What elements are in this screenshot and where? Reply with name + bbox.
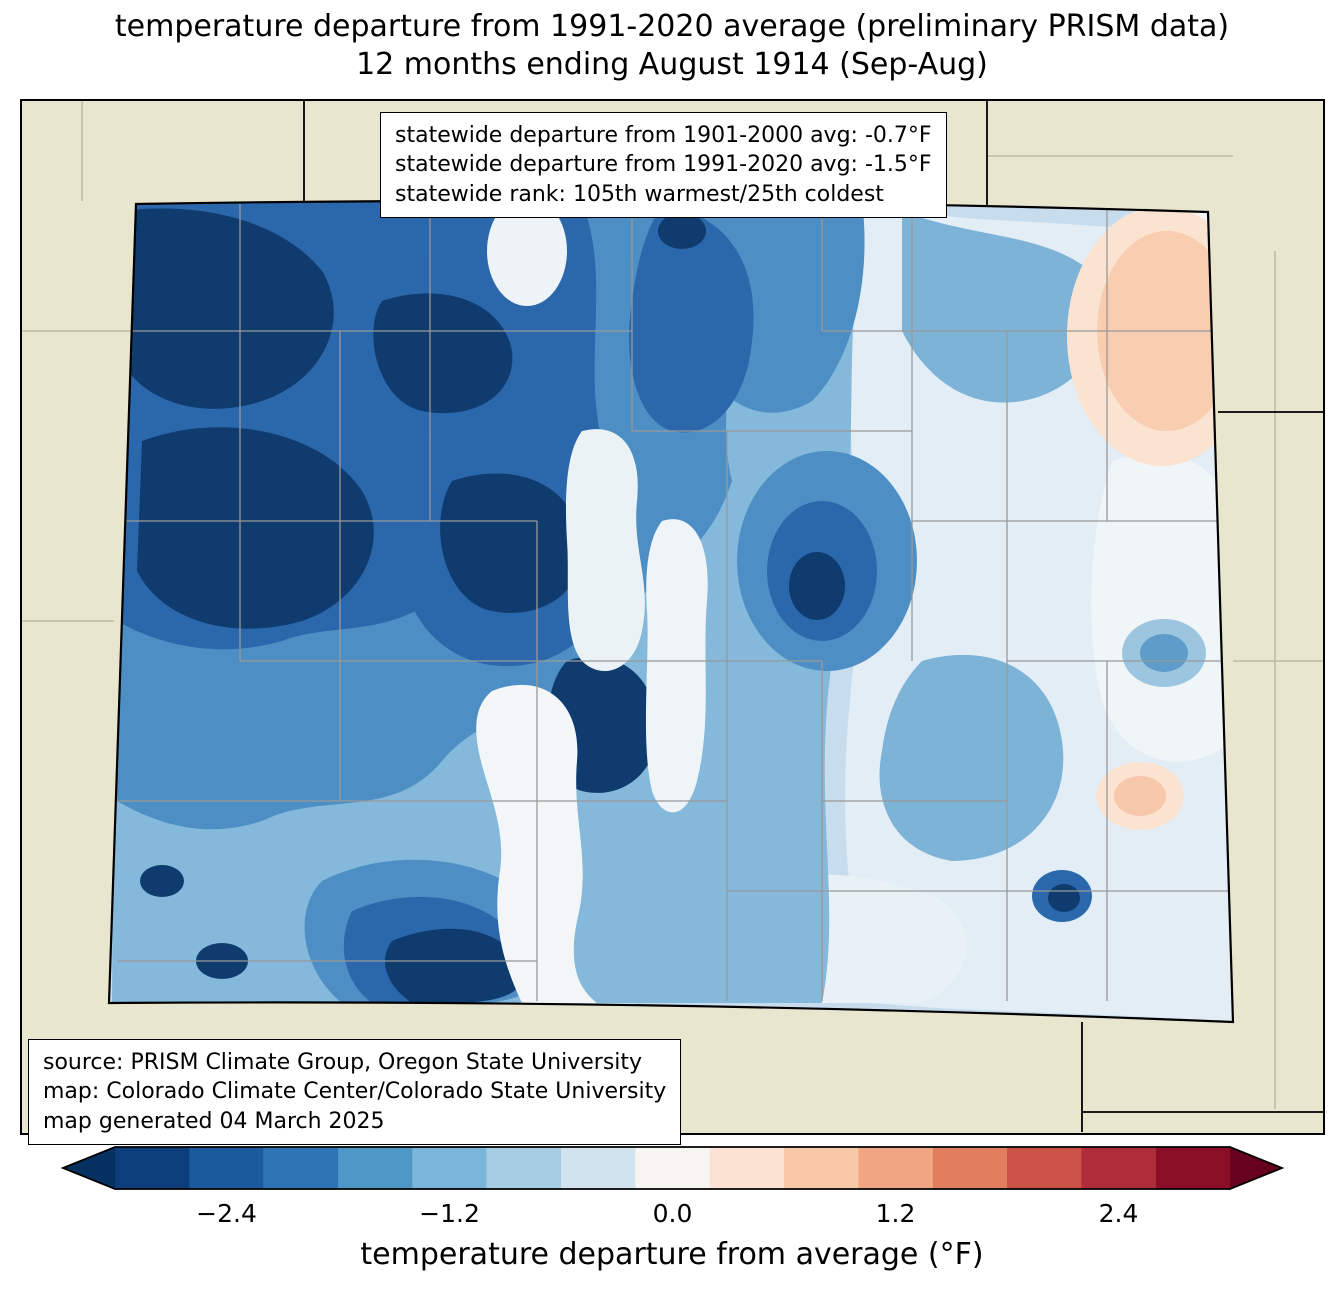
colorbar-bin: [412, 1147, 487, 1189]
stats-line-2: statewide departure from 1991-2020 avg: …: [395, 152, 932, 178]
colorbar-outline: [60, 1146, 1285, 1190]
colorbar-bin: [932, 1147, 1008, 1189]
colorbar-bin: [189, 1147, 264, 1189]
colorbar-right-arrow: [1230, 1147, 1282, 1189]
colorbar-left-arrow: [63, 1147, 115, 1189]
tick-label: 2.4: [1098, 1199, 1139, 1228]
north-central-colder-patch: [628, 206, 754, 433]
northeast-cool-lobe: [902, 211, 1108, 403]
east-cool-blob: [879, 654, 1064, 861]
statewide-stats-box: statewide departure from 1901-2000 avg: …: [380, 112, 947, 219]
colorbar-bin: [1007, 1147, 1082, 1189]
source-line-3: map generated 04 March 2025: [43, 1108, 385, 1134]
colorbar-bin: [263, 1147, 339, 1189]
colorbar-bin: [486, 1147, 562, 1189]
colorbar-bin: [858, 1147, 933, 1189]
tick-label: −1.2: [419, 1199, 480, 1228]
upper-valley-pale-band: [565, 429, 645, 671]
colorbar-axis-label: temperature departure from average (°F): [360, 1237, 984, 1272]
tick-label: 0.0: [652, 1199, 693, 1228]
coldest-dot: [140, 865, 184, 897]
colorbar-bin: [635, 1147, 710, 1189]
stats-line-3: statewide rank: 105th warmest/25th colde…: [395, 181, 884, 207]
source-line-2: map: Colorado Climate Center/Colorado St…: [43, 1079, 667, 1105]
coldest-blob: [373, 293, 513, 414]
map-canvas: [22, 101, 1323, 1133]
coldest-dot: [789, 552, 845, 620]
east-near-neutral-band: [1091, 453, 1233, 762]
colorbar-bin: [784, 1147, 859, 1189]
neighbor-county-lines: [22, 101, 1323, 1109]
stats-line-1: statewide departure from 1901-2000 avg: …: [395, 123, 932, 148]
colorbar-bin: [1081, 1147, 1156, 1189]
neighbor-state-borders: [303, 101, 1323, 1132]
coldest-dot: [1048, 884, 1080, 912]
source-line-1: source: PRISM Climate Group, Oregon Stat…: [43, 1050, 643, 1075]
colorbar-bin: [115, 1147, 190, 1189]
colorbar: [60, 1146, 1285, 1190]
title-line-1: temperature departure from 1991-2020 ave…: [114, 9, 1230, 44]
coldest-blob: [384, 928, 523, 1003]
colorbar-ticks: −2.4 −1.2 0.0 1.2 2.4: [0, 1199, 1344, 1231]
colorbar-bin: [338, 1147, 413, 1189]
tick-label: −2.4: [196, 1199, 257, 1228]
coldest-blob: [440, 473, 583, 613]
county-boundaries: [117, 204, 1232, 1001]
title-line-2: 12 months ending August 1914 (Sep-Aug): [356, 47, 988, 83]
coldest-dot: [658, 213, 706, 249]
north-pale-spot: [487, 200, 567, 306]
colorbar-bin: [561, 1147, 636, 1189]
tick-label: 1.2: [875, 1199, 916, 1228]
coldest-blob: [122, 208, 334, 409]
colorbar-bin: [709, 1147, 785, 1189]
central-pale-strip: [645, 519, 708, 813]
warm-spot: [1114, 776, 1166, 816]
source-attribution-box: source: PRISM Climate Group, Oregon Stat…: [28, 1039, 682, 1146]
page-title: temperature departure from 1991-2020 ave…: [0, 8, 1344, 85]
east-spot-core: [1140, 634, 1188, 672]
colorbar-bin: [1155, 1147, 1230, 1189]
map-frame: statewide departure from 1901-2000 avg: …: [20, 99, 1325, 1146]
coldest-blob: [137, 427, 374, 629]
anomaly-field: [109, 200, 1233, 1022]
